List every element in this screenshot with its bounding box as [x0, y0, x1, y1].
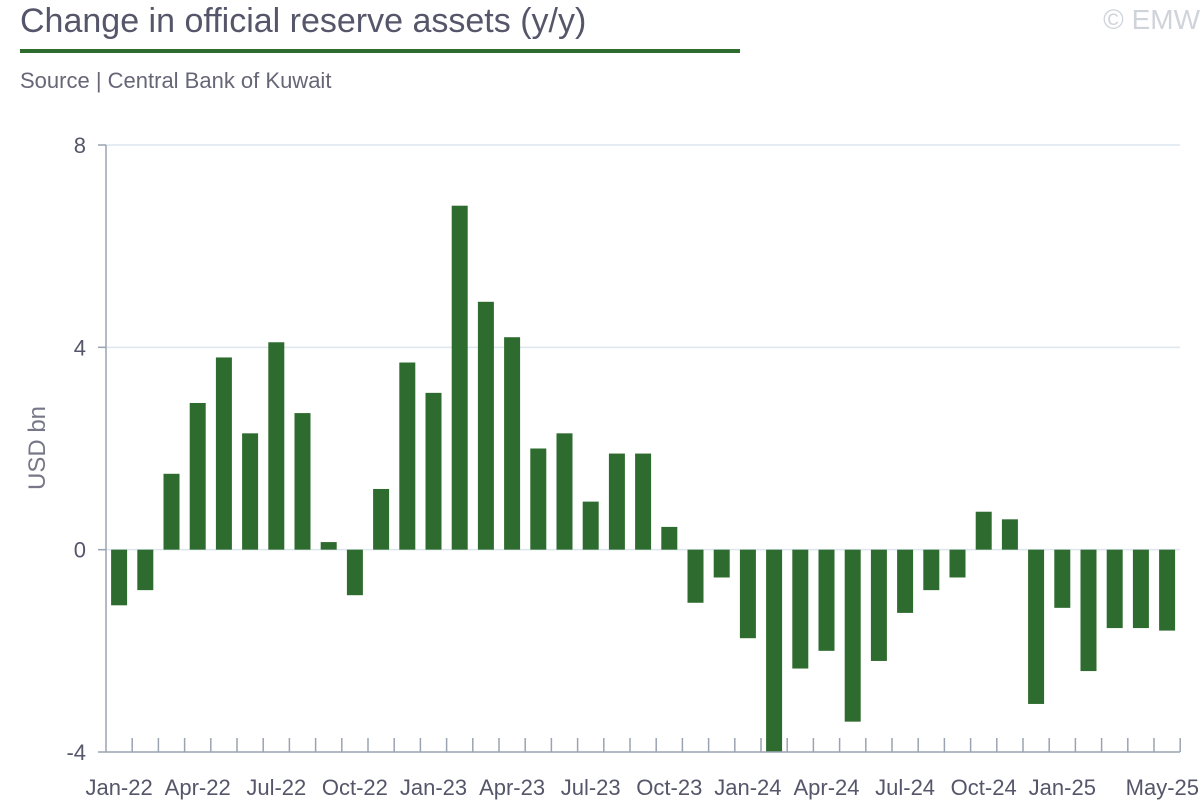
bar-Sep-22: [320, 542, 337, 550]
bar-Oct-23: [661, 526, 678, 550]
bar-Feb-23: [451, 205, 468, 550]
bar-Feb-22: [137, 549, 154, 591]
bar-Aug-22: [294, 413, 311, 550]
bar-Oct-22: [346, 549, 363, 596]
bar-Jul-23: [582, 501, 599, 550]
bar-Oct-24: [975, 511, 992, 550]
y-tick-label: 4: [74, 335, 86, 360]
bar-May-25: [1159, 549, 1176, 631]
x-tick-label: Jan-25: [1029, 775, 1096, 800]
bar-Jun-23: [556, 433, 573, 550]
bar-Mar-23: [477, 301, 494, 550]
bar-Nov-24: [1001, 519, 1018, 550]
y-axis-title: USD bn: [24, 406, 51, 490]
x-tick-label: Apr-22: [165, 775, 231, 800]
bar-Sep-23: [635, 453, 652, 550]
bar-Jan-24: [739, 549, 756, 639]
bar-Feb-24: [766, 549, 783, 752]
y-tick-label: -4: [66, 740, 86, 765]
bar-Feb-25: [1080, 549, 1097, 672]
chart-source: Source | Central Bank of Kuwait: [20, 68, 332, 93]
x-tick-label: Jul-23: [561, 775, 621, 800]
y-tick-label: 8: [74, 133, 86, 158]
bar-Apr-25: [1132, 549, 1149, 629]
x-tick-label: Oct-22: [322, 775, 388, 800]
bar-Nov-22: [373, 488, 390, 550]
y-tick-label: 0: [74, 538, 86, 563]
bar-Nov-23: [687, 549, 704, 603]
bar-Mar-22: [163, 473, 180, 550]
x-tick-label: Jul-22: [246, 775, 306, 800]
gridlines: [106, 144, 1180, 551]
bar-Jan-22: [111, 549, 128, 606]
axes: [98, 144, 1181, 753]
x-tick-label: Jul-24: [875, 775, 935, 800]
axis-labels: -4 0 4 8 Jan-22 Apr-22 Jul-22 Oct-22 Jan-23 Apr-2…: [24, 133, 1199, 800]
bar-May-24: [844, 549, 861, 722]
bar-Dec-24: [1028, 549, 1045, 704]
bar-Jan-25: [1054, 549, 1071, 608]
bar-Dec-22: [399, 362, 416, 550]
x-tick-label: Oct-24: [951, 775, 1017, 800]
title-underline: [20, 49, 740, 53]
x-tick-label: Jan-23: [400, 775, 467, 800]
x-tick-label: Apr-24: [793, 775, 859, 800]
bar-Jun-24: [870, 549, 887, 661]
x-tick-label: Jan-22: [85, 775, 152, 800]
bar-Mar-25: [1106, 549, 1123, 629]
x-tick-label: Apr-23: [479, 775, 545, 800]
bar-Apr-23: [504, 337, 521, 550]
x-tick-label: May-25: [1126, 775, 1199, 800]
bar-series: [111, 205, 1176, 752]
x-tick-label: Oct-23: [636, 775, 702, 800]
bar-Apr-22: [189, 402, 206, 550]
bar-Jan-23: [425, 392, 442, 550]
bar-Jul-24: [897, 549, 914, 613]
bar-Aug-23: [608, 453, 625, 550]
x-tick-label: Jan-24: [714, 775, 781, 800]
bar-Sep-24: [949, 549, 966, 578]
bar-May-22: [215, 357, 232, 550]
bar-Dec-23: [713, 549, 730, 578]
bar-May-23: [530, 448, 547, 550]
bar-Jun-22: [242, 433, 259, 550]
bar-Mar-24: [792, 549, 809, 669]
bar-Jul-22: [268, 342, 285, 550]
chart-title: Change in official reserve assets (y/y): [20, 2, 587, 40]
bar-Apr-24: [818, 549, 835, 651]
copyright-watermark: © EMW: [1103, 4, 1200, 35]
bar-Aug-24: [923, 549, 940, 591]
